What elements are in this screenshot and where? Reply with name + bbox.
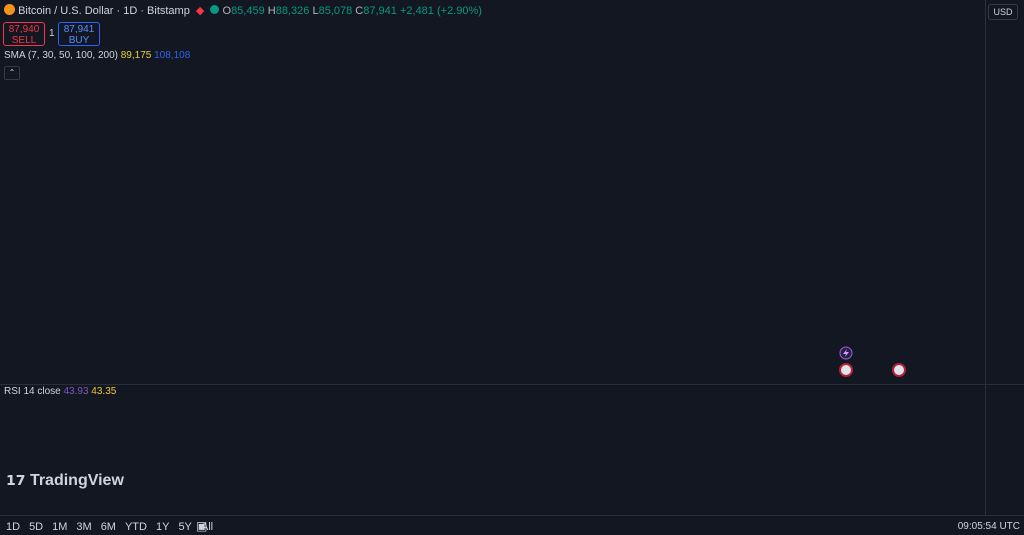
brand-name: TradingView xyxy=(29,472,124,489)
ohlc-key: O xyxy=(222,5,232,17)
sell-price: 87,940 xyxy=(8,24,40,35)
ohlc-key: C xyxy=(355,5,364,17)
timeframe-button[interactable]: 1D xyxy=(6,521,21,533)
timeframe-button[interactable]: 6M xyxy=(100,521,116,533)
rsi-title: RSI 14 close xyxy=(4,386,61,397)
ohlc-value: 85,459 xyxy=(231,5,265,17)
timeframe-button[interactable]: 1M xyxy=(52,521,68,533)
collapse-button[interactable]: ⌃ xyxy=(4,66,20,80)
clock: 09:05:54 UTC xyxy=(957,521,1020,532)
event-glyph xyxy=(843,349,849,357)
coin-logo xyxy=(4,4,15,15)
ohlc-value: 85,078 xyxy=(318,5,353,17)
date-range-button[interactable]: ▣ xyxy=(196,519,208,533)
symbol: Bitcoin / U.S. Dollar · 1D · Bitstamp xyxy=(18,5,190,17)
ohlc-value: 88,326 xyxy=(275,5,310,17)
ohlc-key: H xyxy=(267,5,276,17)
currency-button[interactable]: USD xyxy=(988,4,1018,20)
ohlc-value: 87,941 xyxy=(363,5,397,17)
timeframe-button[interactable]: 5Y xyxy=(178,521,192,533)
spread: 1 xyxy=(49,28,55,39)
rsi-value: 43.93 xyxy=(63,386,89,397)
timeframe-button[interactable]: YTD xyxy=(124,521,147,533)
status-dot xyxy=(210,5,220,14)
event-flag[interactable] xyxy=(892,363,906,377)
event-flag[interactable] xyxy=(839,363,853,377)
symbol-header: Bitcoin / U.S. Dollar · 1D · Bitstamp ◆ … xyxy=(4,4,482,17)
sma-value: 108,108 xyxy=(154,50,191,61)
sell-button[interactable]: 87,940 SELL xyxy=(3,22,45,46)
timeframe-button[interactable]: All xyxy=(200,521,214,533)
timeframe-bar: 1D 5D 1M 3M 6M YTD 1Y 5Y All xyxy=(6,521,222,533)
rsi-value: 43.35 xyxy=(91,386,117,397)
event-icons xyxy=(839,346,906,377)
sma-legend: SMA (7, 30, 50, 100, 200) 89,175 108,108 xyxy=(4,50,190,61)
rsi-legend: RSI 14 close 43.93 43.35 xyxy=(4,386,116,397)
sma-value: 89,175 xyxy=(120,50,152,61)
sell-label: SELL xyxy=(11,35,37,46)
buy-label: BUY xyxy=(68,35,90,46)
buy-button[interactable]: 87,941 BUY xyxy=(58,22,100,46)
timeframe-button[interactable]: 3M xyxy=(76,521,92,533)
timeframe-button[interactable]: 1Y xyxy=(155,521,170,533)
sma-title: SMA (7, 30, 50, 100, 200) xyxy=(4,50,118,61)
timeframe-button[interactable]: 5D xyxy=(29,521,44,533)
brand-logo: 𝟭𝟳 xyxy=(6,472,26,488)
buy-price: 87,941 xyxy=(63,24,95,35)
flag-icon[interactable]: ◆ xyxy=(195,5,205,17)
brand: 𝟭𝟳 TradingView xyxy=(6,472,124,490)
ohlc-key: L xyxy=(312,5,319,17)
change: +2,481 (+2.90%) xyxy=(399,5,482,17)
